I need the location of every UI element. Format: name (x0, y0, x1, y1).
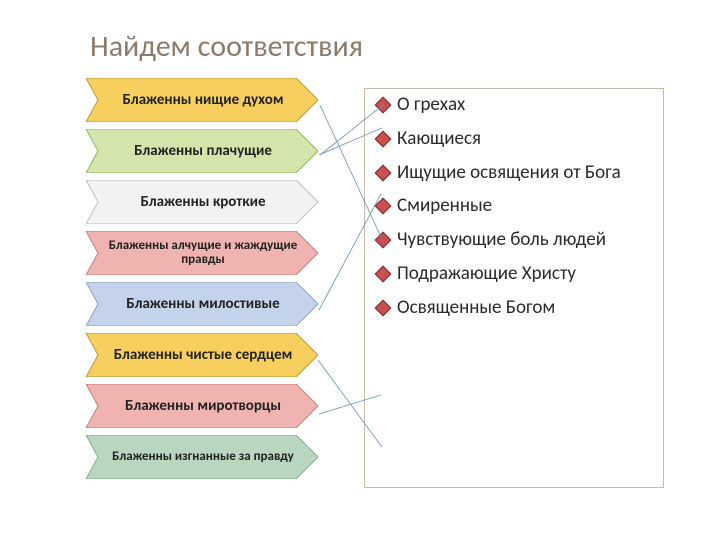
diamond-bullet-icon (375, 299, 392, 316)
answer-item: Кающиеся (373, 127, 655, 151)
diamond-bullet-icon (375, 130, 392, 147)
slide-title: Найдем соответствия (90, 28, 363, 65)
answer-item: Смиренные (373, 194, 655, 218)
answer-item: Чувствующие боль людей (373, 228, 655, 252)
arrow-list: Блаженны нищие духом Блаженны плачущие Бла… (86, 78, 336, 486)
arrow-label: Блаженны нищие духом (100, 78, 306, 122)
arrow-item: Блаженны кроткие (86, 180, 318, 224)
arrow-label: Блаженны миротворцы (100, 384, 306, 428)
diamond-bullet-icon (375, 164, 392, 181)
answer-item: Ищущие освящения от Бога (373, 161, 655, 185)
arrow-label: Блаженны чистые сердцем (100, 333, 306, 377)
diamond-bullet-icon (375, 198, 392, 215)
arrow-label: Блаженны изгнанные за правду (100, 435, 306, 479)
answer-text: Смиренные (397, 194, 492, 218)
arrow-item: Блаженны милостивые (86, 282, 318, 326)
arrow-label: Блаженны плачущие (100, 129, 306, 173)
answer-text: Подражающие Христу (397, 262, 576, 286)
answer-item: О грехах (373, 93, 655, 117)
answer-item: Подражающие Христу (373, 262, 655, 286)
answer-text: Чувствующие боль людей (397, 228, 606, 252)
arrow-item: Блаженны чистые сердцем (86, 333, 318, 377)
arrow-label: Блаженны милостивые (100, 282, 306, 326)
arrow-item: Блаженны плачущие (86, 129, 318, 173)
diamond-bullet-icon (375, 97, 392, 114)
arrow-item: Блаженны нищие духом (86, 78, 318, 122)
arrow-item: Блаженны миротворцы (86, 384, 318, 428)
arrow-label: Блаженны алчущие и жаждущие правды (100, 231, 306, 275)
arrow-item: Блаженны алчущие и жаждущие правды (86, 231, 318, 275)
answer-text: О грехах (397, 93, 465, 117)
diamond-bullet-icon (375, 265, 392, 282)
arrow-item: Блаженны изгнанные за правду (86, 435, 318, 479)
slide: { "title": { "text": "Найдем соответстви… (0, 0, 720, 540)
answer-text: Кающиеся (397, 127, 481, 151)
answer-text: Освященные Богом (397, 296, 555, 320)
diamond-bullet-icon (375, 232, 392, 249)
answers-box: О грехах Кающиеся Ищущие освящения от Бога… (364, 88, 664, 488)
answer-item: Освященные Богом (373, 296, 655, 320)
answer-text: Ищущие освящения от Бога (397, 161, 621, 185)
arrow-label: Блаженны кроткие (100, 180, 306, 224)
